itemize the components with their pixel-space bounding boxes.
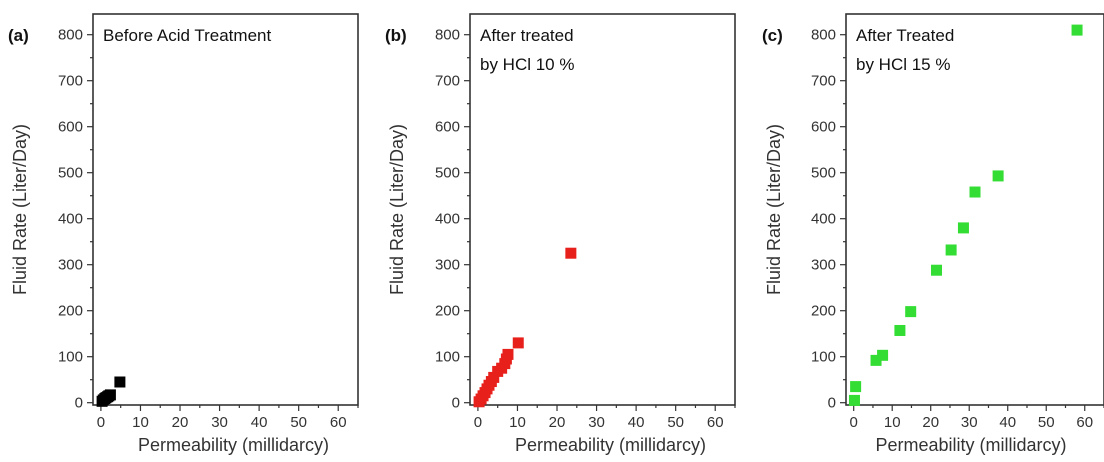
y-tick-label: 700 <box>811 73 836 90</box>
y-tick-label: 400 <box>811 211 836 228</box>
data-point <box>969 186 981 198</box>
y-tick-label: 0 <box>828 395 836 412</box>
y-tick-label: 500 <box>435 165 460 182</box>
x-axis-title: Permeability (millidarcy) <box>875 435 1066 455</box>
panel-label: (a) <box>8 26 29 45</box>
y-tick-label: 200 <box>435 303 460 320</box>
x-tick-label: 40 <box>251 414 268 431</box>
data-point <box>488 371 500 383</box>
x-axis-title: Permeability (millidarcy) <box>138 435 329 455</box>
x-tick-label: 50 <box>667 414 684 431</box>
y-tick-label: 300 <box>58 257 83 274</box>
chart-panel-3: 0 10 20 30 40 50 600100200300400500600700800Pe… <box>762 13 1104 455</box>
x-tick-label: 0 <box>97 414 105 431</box>
x-tick-label: 10 <box>132 414 149 431</box>
y-tick-label: 0 <box>75 395 83 412</box>
x-tick-label: 50 <box>1038 414 1055 431</box>
x-tick-label: 30 <box>211 414 228 431</box>
y-tick-label: 600 <box>811 119 836 136</box>
y-tick-label: 100 <box>811 349 836 366</box>
x-tick-label: 40 <box>628 414 645 431</box>
plot-frame <box>469 13 736 406</box>
x-tick-label: 0 <box>850 414 858 431</box>
data-point <box>957 222 969 234</box>
data-point <box>905 306 917 318</box>
x-tick-label: 20 <box>922 414 939 431</box>
y-axis-title: Fluid Rate (Liter/Day) <box>387 124 407 295</box>
x-tick-label: 60 <box>330 414 347 431</box>
panel-annotation: Before Acid Treatment <box>103 26 271 45</box>
x-tick-label: 40 <box>999 414 1016 431</box>
data-point <box>945 244 957 256</box>
y-tick-label: 500 <box>811 165 836 182</box>
data-point <box>850 381 862 393</box>
x-tick-label: 0 <box>474 414 482 431</box>
data-point <box>894 324 906 336</box>
y-tick-label: 200 <box>58 303 83 320</box>
y-tick-label: 700 <box>435 73 460 90</box>
x-tick-label: 60 <box>1076 414 1093 431</box>
y-axis-title: Fluid Rate (Liter/Day) <box>764 124 784 295</box>
y-tick-label: 0 <box>452 395 460 412</box>
y-tick-label: 100 <box>435 349 460 366</box>
plot-frame <box>845 13 1104 406</box>
chart-panel-2: 0 10 20 30 40 50 600100200300400500600700800Pe… <box>385 13 736 455</box>
data-point <box>565 247 577 259</box>
y-tick-label: 600 <box>58 119 83 136</box>
panel-annotation: by HCl 15 % <box>856 55 950 74</box>
y-tick-label: 600 <box>435 119 460 136</box>
panel-label: (b) <box>385 26 407 45</box>
panel-annotation: After treated <box>480 26 574 45</box>
data-point <box>512 337 524 349</box>
data-point <box>877 349 889 361</box>
y-axis-title: Fluid Rate (Liter/Day) <box>10 124 30 295</box>
x-tick-label: 50 <box>290 414 307 431</box>
data-point <box>870 354 882 366</box>
plot-frame <box>92 13 359 406</box>
data-point <box>114 376 126 388</box>
data-point <box>502 348 514 360</box>
y-tick-label: 800 <box>811 27 836 44</box>
data-point <box>930 264 942 276</box>
x-tick-label: 60 <box>707 414 724 431</box>
data-point <box>104 389 116 401</box>
x-tick-label: 10 <box>509 414 526 431</box>
y-tick-label: 500 <box>58 165 83 182</box>
y-tick-label: 300 <box>811 257 836 274</box>
y-tick-label: 800 <box>435 27 460 44</box>
y-tick-label: 100 <box>58 349 83 366</box>
y-tick-label: 400 <box>435 211 460 228</box>
panel-label: (c) <box>762 26 783 45</box>
chart-panel-1: 0 10 20 30 40 50 600100200300400500600700800Pe… <box>8 13 359 455</box>
x-tick-label: 10 <box>884 414 901 431</box>
y-tick-label: 700 <box>58 73 83 90</box>
x-tick-label: 20 <box>549 414 566 431</box>
x-tick-label: 30 <box>961 414 978 431</box>
y-tick-label: 800 <box>58 27 83 44</box>
x-tick-label: 30 <box>588 414 605 431</box>
y-tick-label: 400 <box>58 211 83 228</box>
panel-annotation: by HCl 10 % <box>480 55 574 74</box>
data-point <box>848 394 860 406</box>
data-point <box>1071 24 1083 36</box>
x-tick-label: 20 <box>172 414 189 431</box>
data-point <box>992 170 1004 182</box>
y-tick-label: 200 <box>811 303 836 320</box>
panel-annotation: After Treated <box>856 26 954 45</box>
y-tick-label: 300 <box>435 257 460 274</box>
x-axis-title: Permeability (millidarcy) <box>515 435 706 455</box>
